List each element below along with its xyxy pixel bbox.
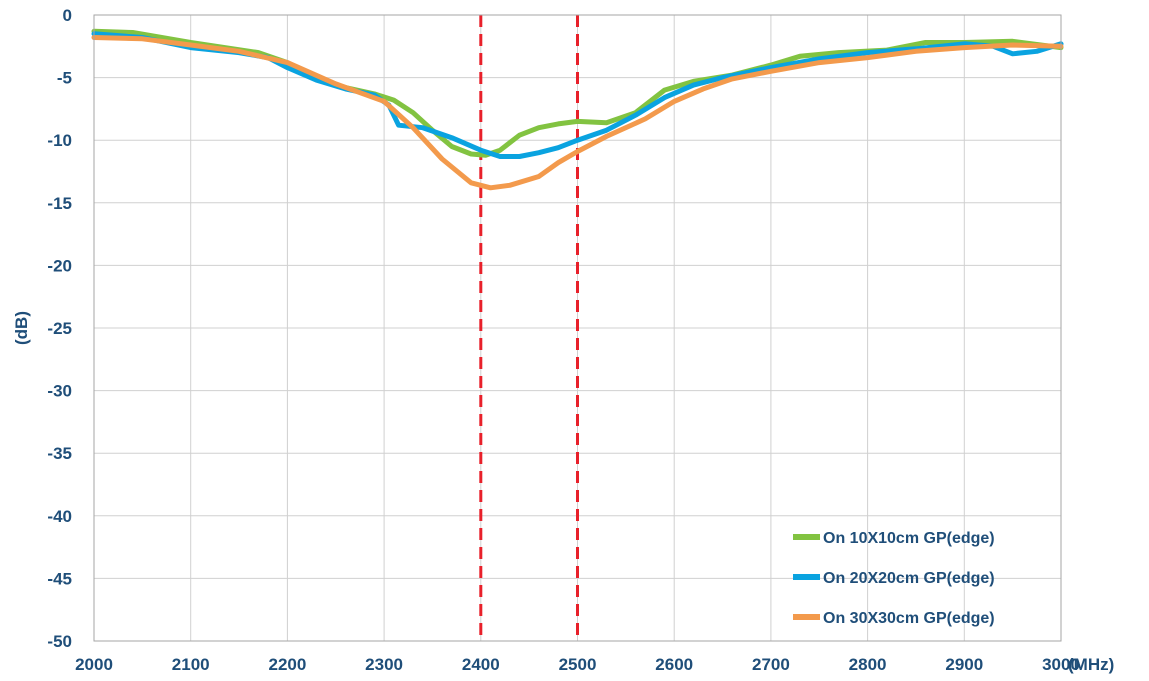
x-tick-label: 2100 — [172, 655, 210, 674]
x-tick-label: 2800 — [849, 655, 887, 674]
x-axis-label: (MHz) — [1068, 655, 1114, 674]
series-line-3 — [91, 35, 1064, 191]
legend-label: On 10X10cm GP(edge) — [823, 530, 995, 547]
x-tick-label: 2300 — [365, 655, 403, 674]
y-tick-label: -10 — [47, 131, 72, 150]
y-tick-label: -35 — [47, 444, 72, 463]
x-tick-label: 2200 — [268, 655, 306, 674]
x-tick-label: 2500 — [559, 655, 597, 674]
x-tick-label: 2900 — [945, 655, 983, 674]
y-tick-label: -5 — [57, 69, 72, 88]
x-tick-label: 2400 — [462, 655, 500, 674]
y-tick-label: -50 — [47, 632, 72, 651]
series-lines — [91, 28, 1064, 191]
plot-frame — [93, 14, 1062, 642]
series-line-2 — [91, 31, 1064, 159]
tick-labels: 2000 2100 2200 2300 2400 2500 2600 2700 2800 2900… — [47, 6, 1079, 674]
y-tick-label: -20 — [47, 256, 72, 275]
y-tick-label: -15 — [47, 194, 72, 213]
legend-label: On 30X30cm GP(edge) — [823, 610, 995, 627]
y-axis-label: (dB) — [12, 311, 31, 345]
x-tick-label: 2700 — [752, 655, 790, 674]
y-tick-label: -30 — [47, 382, 72, 401]
x-tick-label: 3000 — [1042, 655, 1080, 674]
x-tick-label: 2000 — [75, 655, 113, 674]
y-tick-label: -25 — [47, 319, 72, 338]
y-tick-label: 0 — [63, 6, 72, 25]
x-tick-label: 2600 — [655, 655, 693, 674]
legend-label: On 20X20cm GP(edge) — [823, 570, 995, 587]
y-tick-label: -40 — [47, 507, 72, 526]
y-tick-label: -45 — [47, 569, 72, 588]
legend: On 10X10cm GP(edge) On 20X20cm GP(edge) On… — [793, 530, 995, 627]
